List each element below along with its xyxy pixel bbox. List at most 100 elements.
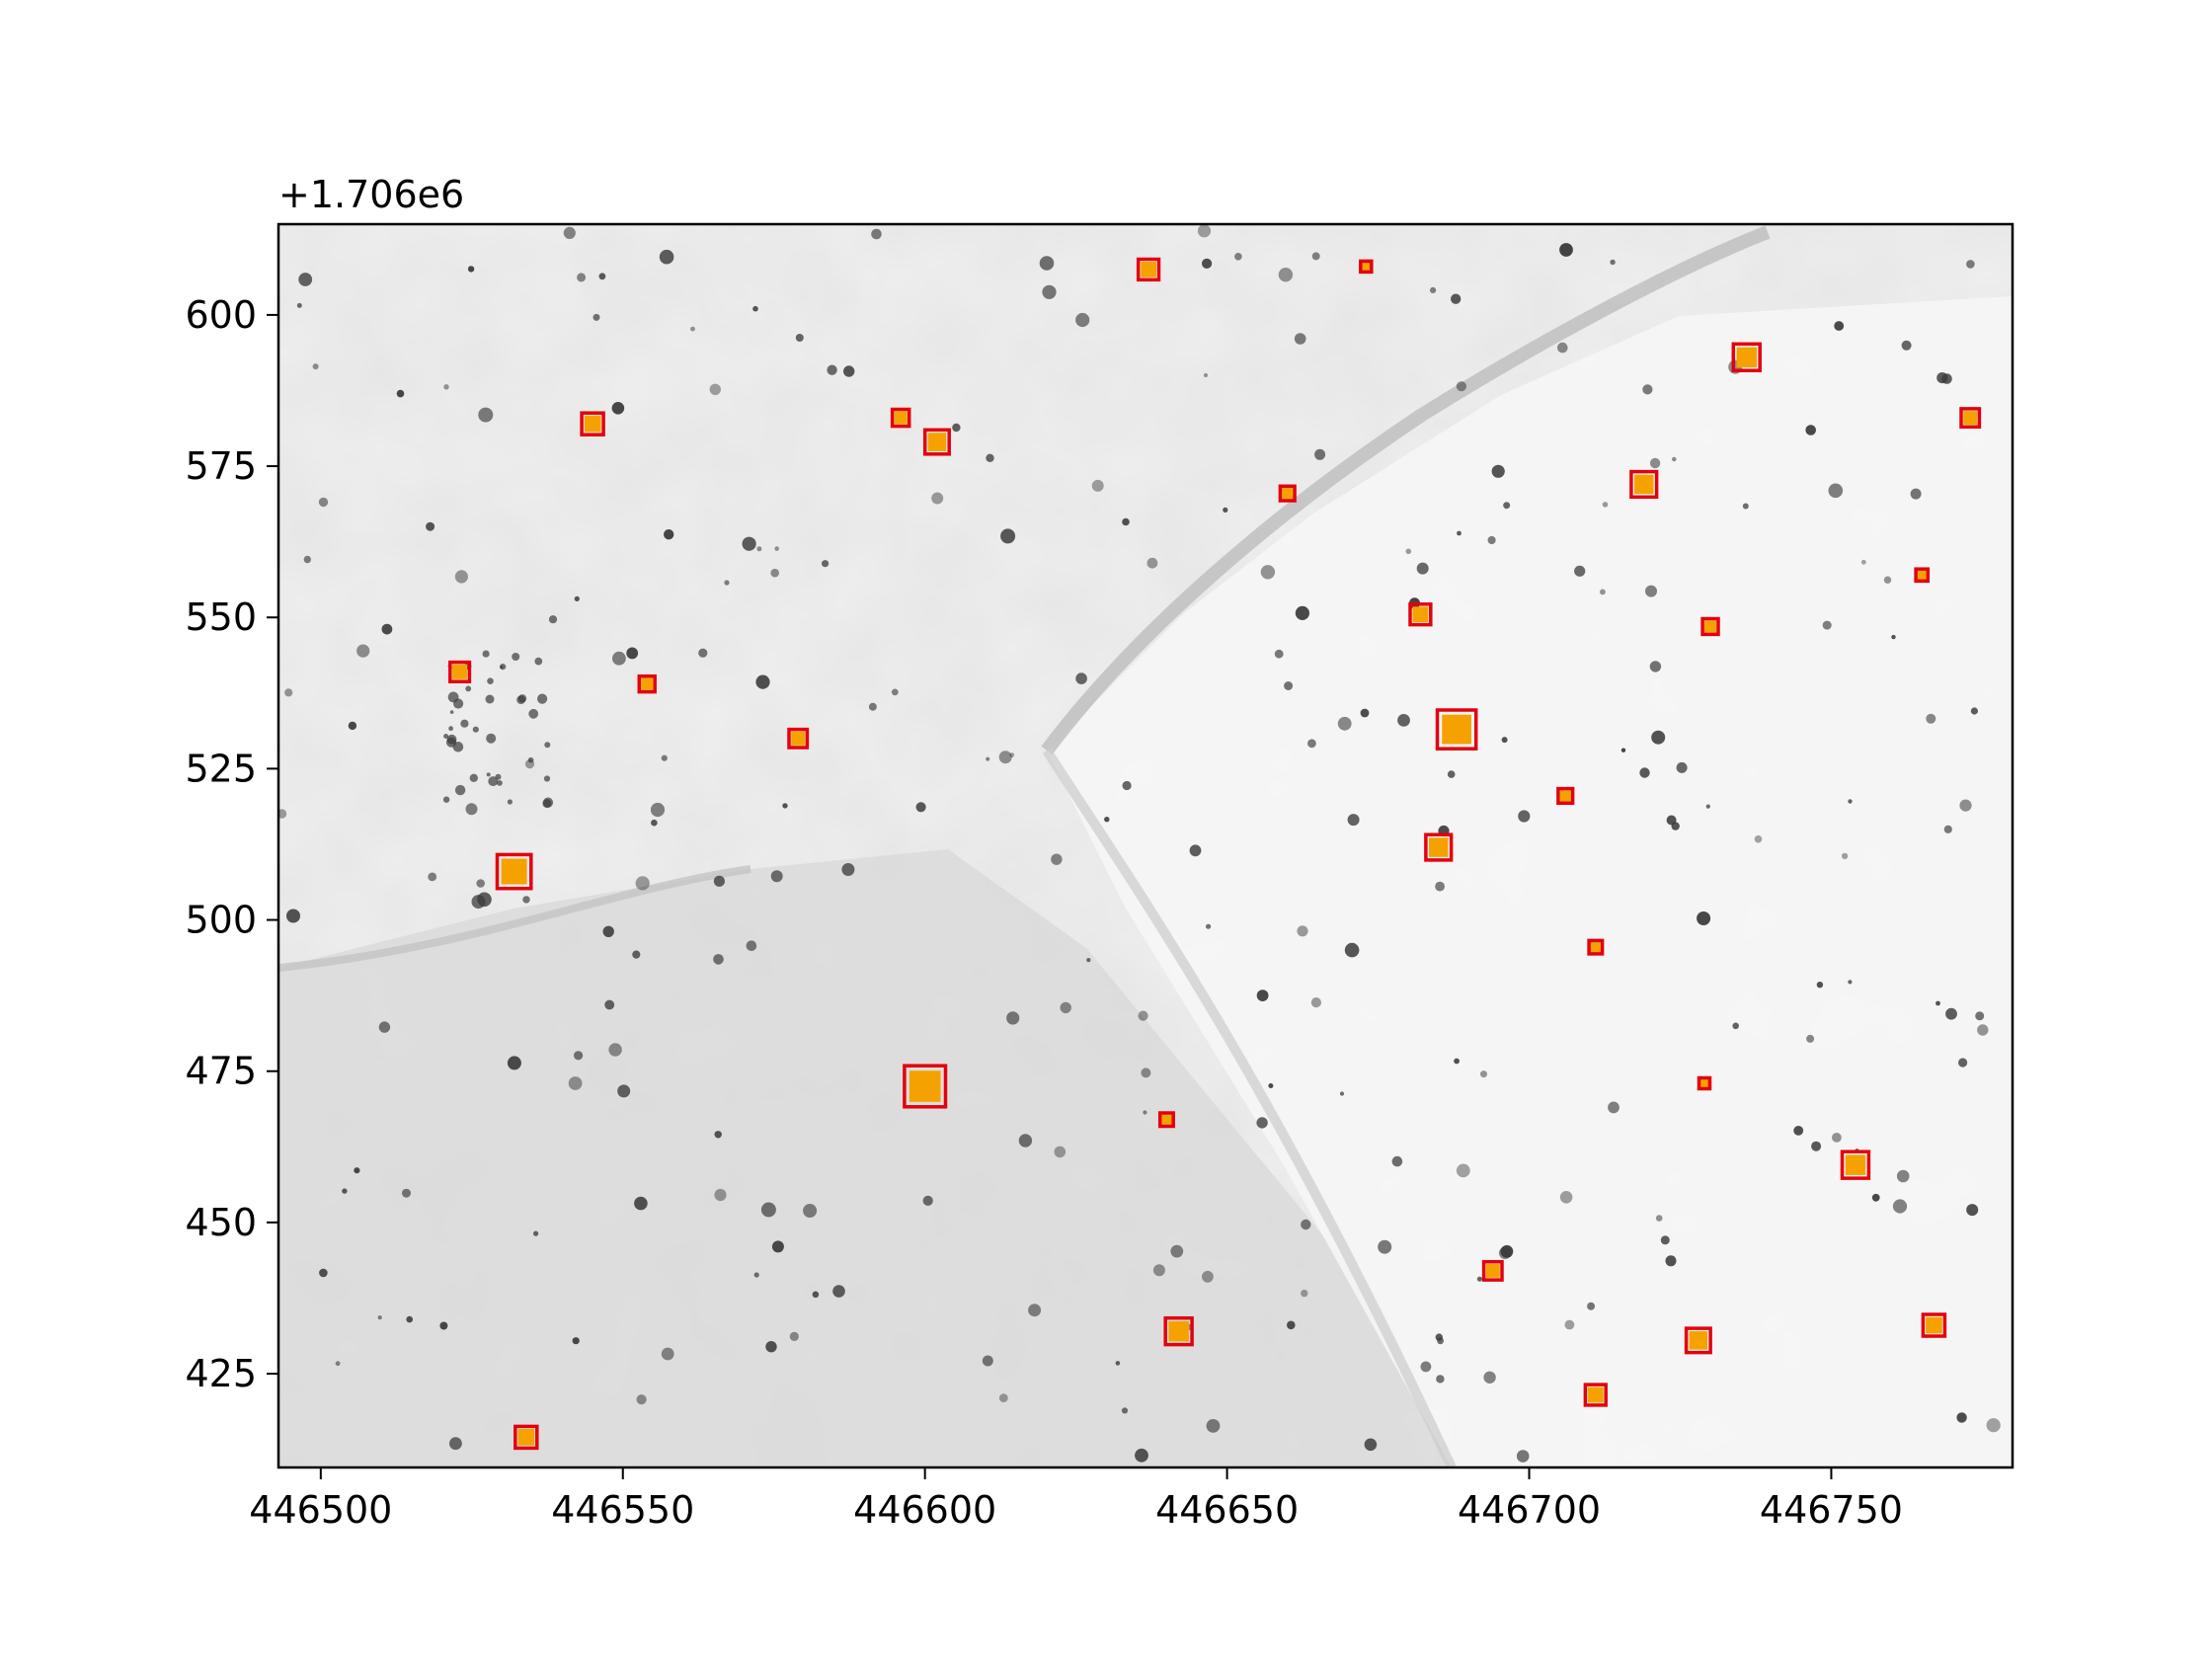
- detection-marker: [448, 660, 472, 683]
- vegetation-dot: [1206, 1419, 1221, 1433]
- vegetation-dot: [445, 737, 457, 748]
- vegetation-dot: [604, 999, 615, 1010]
- vegetation-dot: [1141, 1068, 1151, 1078]
- vegetation-dot: [1705, 804, 1710, 809]
- detection-fill: [927, 433, 947, 451]
- vegetation-dot: [574, 595, 580, 602]
- vegetation-dot: [1896, 1169, 1910, 1183]
- vegetation-dot: [1926, 713, 1936, 724]
- detection-box: [1408, 602, 1433, 627]
- vegetation-dot: [1297, 925, 1308, 937]
- vegetation-dot: [1805, 425, 1816, 436]
- detection-fill: [1282, 488, 1294, 500]
- vegetation-dot: [1892, 1199, 1908, 1214]
- detection-fill: [1362, 262, 1371, 272]
- vegetation-dot: [296, 302, 302, 308]
- y-axis: 425 450 475 500 525 550 575 600: [185, 293, 278, 1395]
- vegetation-dot: [1115, 1361, 1121, 1366]
- detection-box: [1278, 484, 1297, 503]
- vegetation-dot: [1559, 1191, 1573, 1204]
- vegetation-dot: [1364, 1438, 1378, 1452]
- vegetation-dot: [1143, 1110, 1147, 1115]
- vegetation-dot: [1301, 1219, 1311, 1230]
- x-tick-label: 446650: [1155, 1488, 1299, 1532]
- vegetation-dot: [1676, 761, 1688, 773]
- detection-box: [1481, 1259, 1504, 1282]
- detection-box: [1700, 616, 1720, 637]
- vegetation-dot: [1051, 853, 1063, 865]
- detection-marker: [1914, 567, 1931, 584]
- vegetation-dot: [482, 650, 490, 658]
- vegetation-dot: [1977, 1024, 1989, 1036]
- vegetation-dot: [1256, 1117, 1268, 1129]
- y-tick-label: 450: [185, 1201, 257, 1244]
- vegetation-dot: [1557, 342, 1568, 354]
- detection-fill: [1412, 606, 1429, 623]
- vegetation-dot: [803, 1204, 818, 1218]
- vegetation-dot: [1451, 293, 1462, 304]
- detection-marker: [1959, 407, 1982, 430]
- vegetation-dot: [952, 423, 961, 433]
- x-tick-label: 446550: [551, 1488, 694, 1532]
- detection-marker: [922, 428, 951, 456]
- vegetation-dot: [465, 803, 478, 816]
- vegetation-dot: [1256, 990, 1269, 1001]
- vegetation-dot: [1501, 737, 1508, 744]
- vegetation-dot: [1278, 268, 1294, 282]
- detection-fill: [1917, 570, 1927, 580]
- vegetation-dot: [1456, 1163, 1470, 1178]
- vegetation-dot: [1416, 562, 1429, 575]
- vegetation-dot: [651, 819, 658, 827]
- vegetation-dot: [1420, 1361, 1432, 1373]
- detection-box: [1731, 342, 1762, 372]
- detection-marker: [903, 1064, 948, 1109]
- vegetation-dot: [1910, 488, 1922, 500]
- vegetation-dot: [356, 644, 370, 658]
- vegetation-dot: [1956, 1412, 1967, 1423]
- vegetation-dot: [1152, 1264, 1165, 1277]
- detection-fill: [584, 415, 601, 433]
- vegetation-dot: [443, 734, 449, 739]
- vegetation-dot: [1260, 565, 1276, 580]
- vegetation-dot: [381, 623, 393, 635]
- vegetation-dot: [1378, 1239, 1392, 1254]
- vegetation-dot: [1959, 799, 1972, 812]
- vegetation-dot: [1966, 260, 1975, 269]
- detection-marker: [787, 727, 810, 750]
- vegetation-dot: [472, 726, 479, 733]
- vegetation-dot: [841, 863, 855, 876]
- vegetation-dot: [1883, 576, 1892, 584]
- detection-fill: [641, 677, 654, 690]
- vegetation-dot: [516, 695, 525, 704]
- vegetation-dot: [602, 925, 614, 937]
- vegetation-dot: [378, 1021, 391, 1033]
- vegetation-dot: [635, 876, 650, 891]
- detection-fill: [1845, 1154, 1866, 1175]
- vegetation-dot: [1301, 1289, 1308, 1298]
- detection-fill: [501, 858, 527, 885]
- vegetation-dot: [1295, 605, 1309, 621]
- vegetation-dot: [1203, 372, 1209, 378]
- vegetation-dot: [1437, 1337, 1444, 1345]
- vegetation-dot: [634, 1196, 648, 1211]
- vegetation-dot: [752, 305, 758, 312]
- vegetation-dot: [1430, 286, 1437, 293]
- vegetation-dot: [1284, 681, 1294, 690]
- detection-fill: [1963, 411, 1978, 426]
- vegetation-dot: [1660, 1235, 1670, 1245]
- vegetation-dot: [454, 570, 468, 584]
- vegetation-dot: [1310, 997, 1321, 1008]
- vegetation-dot: [406, 1315, 414, 1323]
- vegetation-dot: [1006, 1011, 1020, 1025]
- vegetation-dot: [478, 407, 494, 423]
- vegetation-dot: [1620, 748, 1626, 752]
- vegetation-dot: [1975, 1011, 1985, 1021]
- vegetation-dot: [891, 688, 899, 696]
- vegetation-dot: [485, 694, 495, 704]
- vegetation-dot: [449, 1437, 462, 1451]
- vegetation-dot: [402, 1188, 411, 1198]
- vegetation-dot: [1122, 517, 1130, 526]
- x-tick-label: 446500: [249, 1488, 392, 1532]
- vegetation-dot: [843, 365, 855, 377]
- detection-marker: [1921, 1312, 1947, 1338]
